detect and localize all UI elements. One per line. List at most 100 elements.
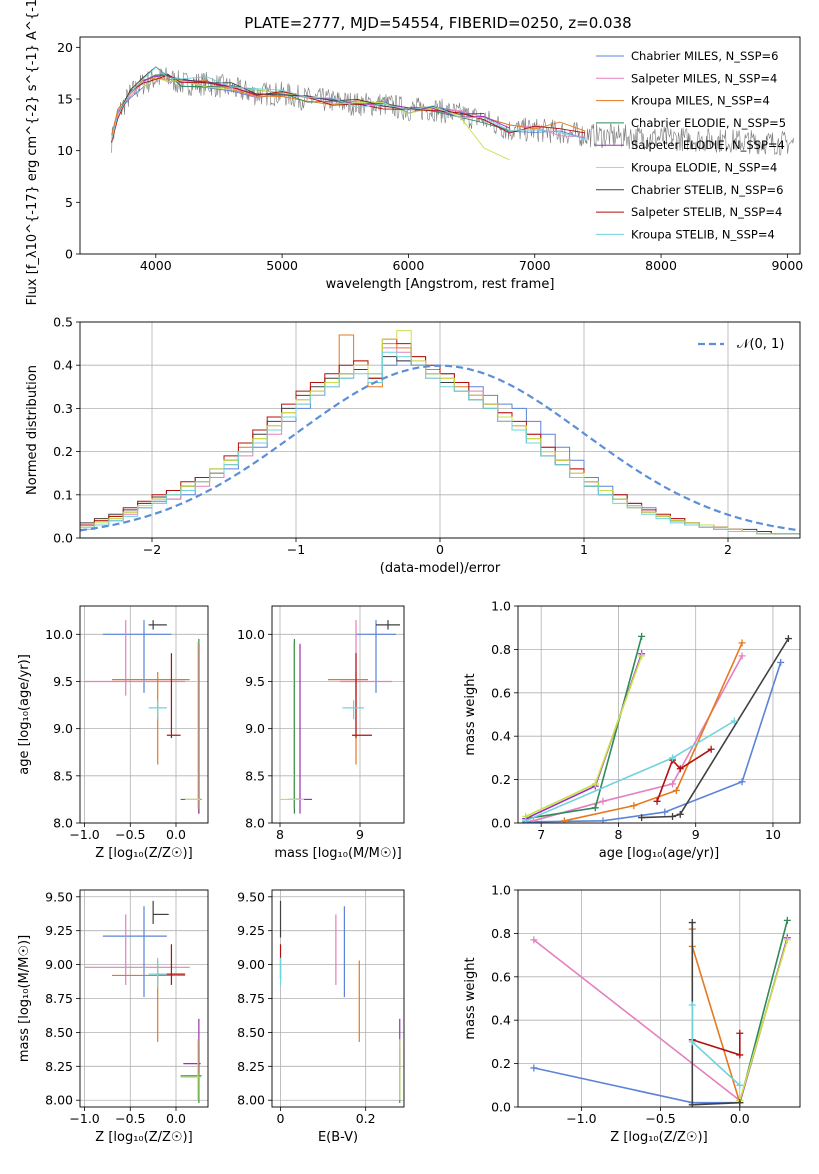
y-axis-label: age [log₁₀(age/yr)] (17, 654, 32, 775)
x-tick-label: 8 (614, 827, 622, 842)
weight-point-marker (738, 652, 746, 660)
weight-point-marker (522, 817, 530, 823)
weight-point-marker (738, 778, 746, 786)
x-tick-label: 9 (356, 827, 364, 842)
x-tick-label: −1 (287, 542, 305, 557)
y-tick-label: 9.50 (237, 889, 265, 904)
y-tick-label: 0.0 (491, 816, 511, 831)
legend-label: Kroupa ELODIE, N_SSP=4 (631, 161, 777, 175)
weight-point-marker (777, 658, 785, 666)
legend-label: Salpeter STELIB, N_SSP=4 (631, 205, 782, 219)
y-tick-label: 9.25 (237, 923, 265, 938)
x-tick-label: 9000 (771, 258, 803, 273)
y-tick-label: 0.2 (491, 772, 511, 787)
axes-frame (271, 889, 405, 1108)
y-tick-label: 1.0 (491, 883, 511, 898)
weight-point-marker (530, 936, 538, 944)
age_vs_Z-data (84, 620, 202, 814)
y-tick-label: 8.50 (45, 1025, 73, 1040)
y-tick-label: 0.2 (491, 1056, 511, 1071)
x-tick-label: −1.0 (69, 1111, 99, 1126)
x-tick-label: 0.0 (166, 827, 186, 842)
weight-series-line (656, 748, 712, 802)
weight-series-line (739, 939, 789, 1101)
y-tick-label: 20 (57, 40, 73, 55)
y-tick-label: 0.4 (491, 1013, 511, 1028)
x-axis-label: wavelength [Angstrom, rest frame] (326, 277, 555, 292)
model-series-line (142, 77, 510, 161)
y-tick-label: 9.25 (45, 923, 73, 938)
y-tick-label: 8.50 (237, 1025, 265, 1040)
y-tick-label: 0.0 (491, 1100, 511, 1115)
weight-point-marker (653, 797, 661, 805)
y-tick-label: 10.0 (45, 627, 73, 642)
residuals-axes: −2 −1 0 1 2 0.0 0.1 0.2 0.3 0.4 0.5 𝒩(0, 1) (data-mo… (25, 315, 801, 576)
weight-point-marker (661, 808, 669, 816)
weight-point-marker (669, 780, 677, 788)
figure-title: PLATE=2777, MJD=54554, FIBERID=0250, z=0… (244, 14, 631, 32)
mass_vs_ebv-axes: 0 0.2 8.00 8.25 8.50 8.75 9.00 9.25 9.50 E(B-V) (237, 889, 405, 1145)
weight_vs_Z-axes: −1.0 −0.5 0.0 0.0 0.2 0.4 0.6 0.8 1.0 Z [log₁₀(Z/… (463, 883, 801, 1145)
weight-point-marker (591, 804, 599, 812)
weight-point-marker (591, 780, 599, 788)
x-axis-label: Z [log₁₀(Z/Z☉)] (95, 846, 192, 861)
y-tick-label: 8.25 (237, 1059, 265, 1074)
spectrum-axes: 4000 5000 6000 7000 8000 9000 0 5 10 15 20 Chabrier… (25, 0, 803, 305)
x-tick-label: 0 (436, 542, 444, 557)
y-tick-label: 0.1 (53, 487, 73, 502)
legend-label: Chabrier MILES, N_SSP=6 (631, 49, 778, 63)
y-tick-label: 15 (57, 92, 73, 107)
x-axis-label: mass [log₁₀(M/M☉)] (274, 846, 401, 861)
x-tick-label: 1 (580, 542, 588, 557)
x-tick-label: 8 (276, 827, 284, 842)
model-series-line (111, 66, 586, 141)
weight-series-line (533, 1067, 740, 1104)
weight-point-marker (736, 1029, 744, 1037)
y-tick-label: 0.5 (53, 315, 73, 330)
y-tick-label: 9.50 (45, 889, 73, 904)
axes-frame (79, 321, 801, 539)
axes-frame (79, 605, 209, 824)
weight-point-marker (783, 936, 791, 944)
y-tick-label: 8.00 (237, 1093, 265, 1108)
weight-series-line (533, 939, 741, 1102)
y-tick-label: 10.0 (237, 627, 265, 642)
y-axis-label: mass weight (463, 673, 478, 755)
y-tick-label: 0.3 (53, 401, 73, 416)
y-axis-label: mass weight (463, 957, 478, 1039)
weight-point-marker (638, 652, 646, 660)
weight-point-marker (688, 919, 696, 927)
x-tick-label: 5000 (266, 258, 298, 273)
y-tick-label: 0 (65, 247, 73, 262)
legend-label: Salpeter ELODIE, N_SSP=4 (631, 138, 785, 152)
weight-series-line (691, 1005, 741, 1086)
histogram-step-line (80, 351, 800, 535)
weight-point-marker (599, 797, 607, 805)
y-tick-label: 9.0 (245, 721, 265, 736)
weight_vs_age-data (522, 632, 792, 823)
weight-point-marker (560, 817, 568, 823)
histogram-step-line (80, 338, 800, 535)
y-tick-label: 8.0 (53, 816, 73, 831)
weight-point-marker (599, 817, 607, 823)
weight-point-marker (529, 817, 537, 823)
weight-point-marker (669, 754, 677, 762)
y-tick-label: 9.00 (45, 957, 73, 972)
mass_vs_Z-axes: −1.0 −0.5 0.0 8.00 8.25 8.50 8.75 9.00 9.25 9.50 Z… (17, 889, 209, 1145)
weight-series-line (692, 1033, 741, 1056)
x-tick-label: 0 (277, 1111, 285, 1126)
age_vs_mass-data (280, 620, 400, 814)
mass_vs_Z-data (84, 900, 202, 1103)
weight-point-marker (638, 814, 646, 822)
y-tick-label: 8.5 (245, 768, 265, 783)
weight-point-marker (530, 1064, 538, 1072)
weight-point-marker (688, 1101, 696, 1107)
x-tick-label: 4000 (140, 258, 172, 273)
y-tick-label: 8.5 (53, 768, 73, 783)
weight-point-marker (736, 1099, 744, 1107)
x-axis-label: Z [log₁₀(Z/Z☉)] (610, 1130, 707, 1145)
weight-point-marker (707, 745, 715, 753)
x-axis-label: age [log₁₀(age/yr)] (599, 846, 720, 861)
x-axis-label: (data-model)/error (380, 561, 501, 576)
